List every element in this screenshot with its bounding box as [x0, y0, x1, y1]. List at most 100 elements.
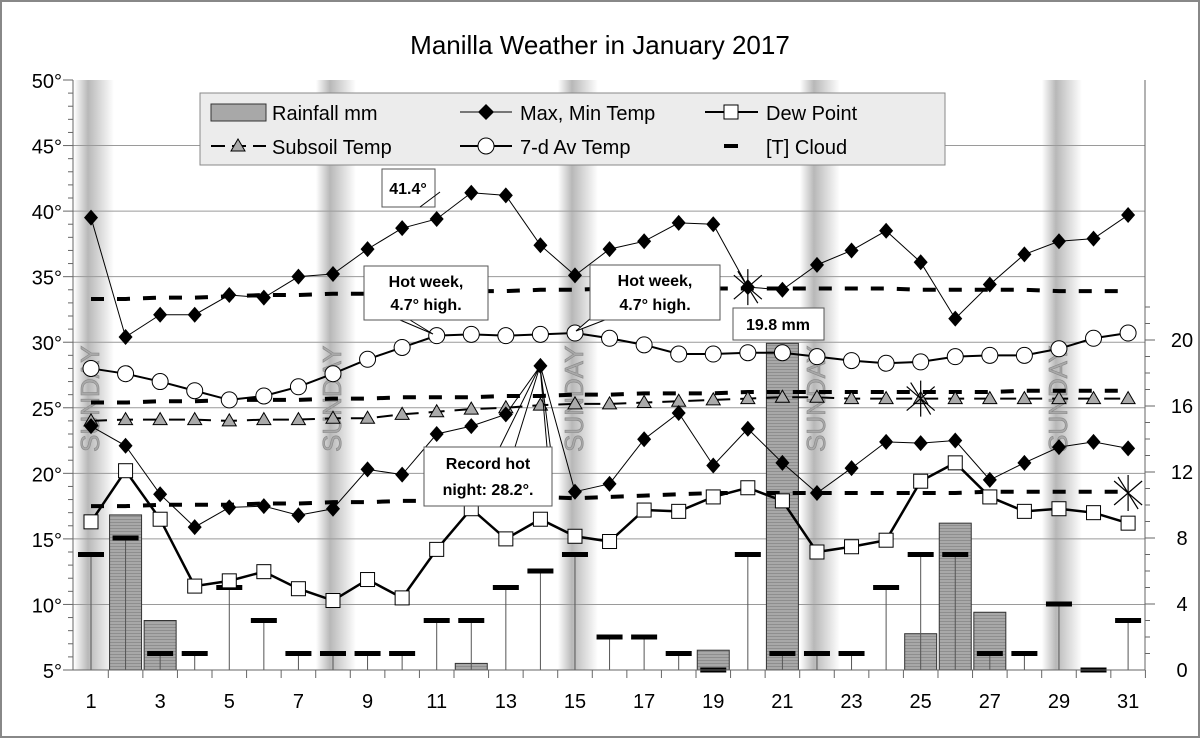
- x-tick-label: 19: [702, 691, 724, 713]
- min-temp-point: [879, 433, 894, 450]
- cloud-marker: [527, 568, 554, 574]
- left-tick-label: 5°: [43, 661, 62, 683]
- sunday-band: [1041, 80, 1082, 670]
- x-tick-label: 31: [1117, 691, 1139, 713]
- max-temp-point: [118, 328, 133, 345]
- x-tick-label: 27: [979, 691, 1001, 713]
- cloud-marker: [769, 651, 796, 656]
- hot-week-1-pointer: [399, 319, 434, 335]
- right-tick-label: 8: [1176, 528, 1187, 550]
- legend-swatch-rainfall: [210, 103, 267, 122]
- right-tick-label: 16: [1171, 396, 1193, 418]
- left-tick-label: 45°: [32, 137, 62, 159]
- min-temp-point: [256, 498, 271, 515]
- subsoil-point: [221, 412, 238, 427]
- left-tick-label: 30°: [32, 333, 62, 355]
- legend-label-cloud: [T] Cloud: [766, 137, 847, 159]
- cloud-marker: [181, 651, 208, 656]
- min-temp-point: [671, 405, 686, 422]
- min-temp-point: [498, 406, 513, 423]
- seven-day-point: [635, 336, 653, 354]
- x-tick-label: 7: [293, 691, 304, 713]
- min-temp-point: [222, 499, 237, 516]
- sunday-band: [557, 80, 598, 670]
- subsoil-point: [428, 403, 445, 418]
- seven-day-point: [946, 348, 964, 366]
- cloud-marker: [561, 552, 588, 557]
- min-temp-point: [291, 507, 306, 524]
- seven-day-point: [704, 345, 722, 363]
- star-marker: [733, 269, 763, 306]
- max-temp-point: [222, 287, 237, 304]
- cloud-marker: [976, 651, 1003, 656]
- x-tick-label: 15: [564, 691, 586, 713]
- dew-point-point: [1120, 515, 1136, 531]
- subsoil-point: [774, 389, 791, 403]
- min-temp-point: [1017, 454, 1032, 471]
- right-tick-label: 20: [1171, 330, 1193, 352]
- max-temp-point: [1051, 233, 1066, 250]
- min-temp-point: [360, 461, 375, 478]
- cloud-marker: [665, 651, 692, 656]
- dew-point-point: [774, 493, 790, 509]
- x-tick-label: 23: [840, 691, 862, 713]
- min-temp-point: [395, 466, 410, 483]
- seven-day-point: [462, 325, 480, 343]
- min-temp-point: [118, 437, 133, 454]
- max-temp-point: [84, 209, 98, 226]
- max-temp-point: [360, 241, 375, 258]
- dew-point-point: [1016, 503, 1032, 519]
- max-temp-point: [706, 216, 721, 233]
- seven-day-point: [739, 344, 757, 362]
- dew-point-point: [532, 511, 548, 527]
- record-pointer: [499, 365, 553, 461]
- min-temp-point: [809, 485, 824, 501]
- left-tick-label: 10°: [32, 595, 62, 617]
- legend-label-dewpoint: Dew Point: [766, 103, 858, 125]
- dew-point-point: [567, 528, 583, 544]
- subsoil-point: [601, 395, 618, 410]
- legend-label-subsoil: Subsoil Temp: [272, 137, 392, 159]
- dew-point-point: [256, 564, 272, 580]
- dew-point-point: [221, 573, 237, 589]
- x-tick-label: 5: [224, 691, 235, 713]
- left-tick-label: 25°: [32, 399, 62, 421]
- min-temp-point: [740, 420, 755, 437]
- max-temp-point: [153, 306, 168, 323]
- seven-day-point: [82, 359, 100, 377]
- dew-point-point: [118, 463, 134, 479]
- hot-week-2-text-1: Hot week,: [618, 273, 693, 290]
- subsoil-point: [843, 390, 860, 405]
- subsoil-point: [1016, 390, 1033, 405]
- left-tick-label: 15°: [32, 530, 62, 552]
- x-tick-label: 11: [426, 691, 447, 713]
- max-temp-point: [844, 242, 859, 259]
- min-temp-point: [1051, 439, 1066, 456]
- hot-week-2-callout: [589, 264, 721, 321]
- subsoil-point: [359, 410, 376, 424]
- cloud-marker: [907, 552, 934, 557]
- cloud-marker: [596, 634, 623, 640]
- peak-pointer: [419, 191, 441, 208]
- seven-day-point: [773, 344, 791, 362]
- subsoil-point: [463, 401, 480, 415]
- dew-point-point: [671, 503, 687, 519]
- chart-title: Manilla Weather in January 2017: [410, 30, 790, 60]
- dew-point-point: [152, 511, 168, 527]
- seven-day-point: [117, 365, 135, 383]
- subsoil-point: [567, 395, 583, 410]
- hot-week-1-text-2: 4.7° high.: [390, 297, 461, 314]
- subsoil-point: [255, 411, 272, 426]
- right-tick-label: 12: [1171, 462, 1193, 484]
- min-temp-point: [913, 435, 928, 452]
- min-temp-point: [1086, 433, 1101, 450]
- max-temp-point: [1017, 246, 1032, 263]
- record-text-2: night: 28.2°.: [443, 482, 534, 499]
- seven-day-point: [981, 346, 999, 364]
- dew-point-point: [83, 514, 99, 530]
- min-temp-point: [1121, 440, 1136, 457]
- max-temp-point: [464, 184, 479, 201]
- subsoil-point: [947, 390, 964, 405]
- max-temp-point: [256, 289, 271, 306]
- subsoil-point: [636, 394, 652, 409]
